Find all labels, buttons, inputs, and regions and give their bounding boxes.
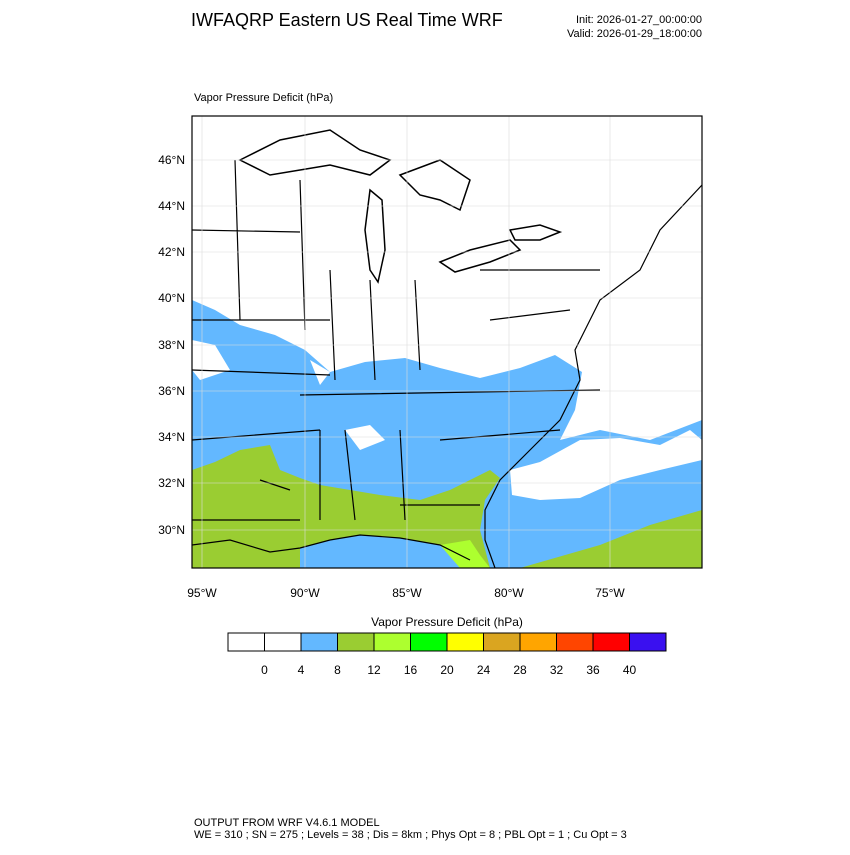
- color-box: [373, 632, 411, 652]
- vpd-white-patch: [192, 340, 702, 500]
- lat-tick-label: 30°N: [158, 523, 185, 537]
- colorbar-label: 16: [404, 663, 418, 677]
- map: 46°N 44°N 42°N 40°N 38°N 36°N 34°N 32°N …: [158, 115, 703, 600]
- lat-tick-label: 38°N: [158, 338, 185, 352]
- color-box: [592, 632, 630, 652]
- color-box: [264, 632, 302, 652]
- color-box: [300, 632, 338, 652]
- color-box: [446, 632, 484, 652]
- color-box: [629, 632, 667, 652]
- colorbar: 0 4 8 12 16 20 24 28 32 36 40: [227, 632, 667, 677]
- lat-tick-label: 32°N: [158, 476, 185, 490]
- color-box: [227, 632, 265, 652]
- boundaries: [192, 159, 702, 568]
- map-label: Vapor Pressure Deficit (hPa): [194, 92, 333, 104]
- colorbar-label: 28: [513, 663, 527, 677]
- title: IWFAQRP Eastern US Real Time WRF: [191, 10, 503, 30]
- colorbar-label: 20: [440, 663, 454, 677]
- colorbar-label: 40: [623, 663, 637, 677]
- great-lakes: [238, 129, 563, 284]
- colorbar-label: 36: [586, 663, 600, 677]
- graticule: [192, 116, 702, 568]
- color-box: [556, 632, 594, 652]
- lon-tick-label: 75°W: [595, 586, 625, 600]
- colorbar-title: Vapor Pressure Deficit (hPa): [371, 615, 523, 629]
- lat-tick-label: 34°N: [158, 430, 185, 444]
- lat-tick-label: 46°N: [158, 153, 185, 167]
- color-box: [410, 632, 448, 652]
- lon-tick-label: 95°W: [187, 586, 217, 600]
- lat-tick-label: 40°N: [158, 291, 185, 305]
- colorbar-label: 0: [261, 663, 268, 677]
- colorbar-label: 32: [550, 663, 564, 677]
- colorbar-label: 12: [367, 663, 381, 677]
- colorbar-label: 4: [298, 663, 305, 677]
- lat-tick-label: 42°N: [158, 245, 185, 259]
- valid-time: Valid: 2026-01-29_18:00:00: [567, 28, 702, 40]
- init-time: Init: 2026-01-27_00:00:00: [576, 14, 702, 26]
- lon-tick-label: 90°W: [290, 586, 320, 600]
- vpd-8-12: [192, 445, 702, 568]
- footer-line: WE = 310 ; SN = 275 ; Levels = 38 ; Dis …: [194, 829, 627, 841]
- color-box: [337, 632, 375, 652]
- colorbar-label: 24: [477, 663, 491, 677]
- color-box: [483, 632, 521, 652]
- lon-ticks: 95°W 90°W 85°W 80°W 75°W: [187, 586, 625, 600]
- colorbar-label: 8: [334, 663, 341, 677]
- lon-tick-label: 80°W: [494, 586, 524, 600]
- lat-ticks: 46°N 44°N 42°N 40°N 38°N 36°N 34°N 32°N …: [158, 153, 185, 537]
- lat-tick-label: 44°N: [158, 199, 185, 213]
- footer-line: OUTPUT FROM WRF V4.6.1 MODEL: [194, 817, 380, 829]
- color-box: [519, 632, 557, 652]
- lon-tick-label: 85°W: [392, 586, 422, 600]
- vpd-12-16: [440, 540, 490, 568]
- lat-tick-label: 36°N: [158, 384, 185, 398]
- gulf-water: [300, 535, 478, 568]
